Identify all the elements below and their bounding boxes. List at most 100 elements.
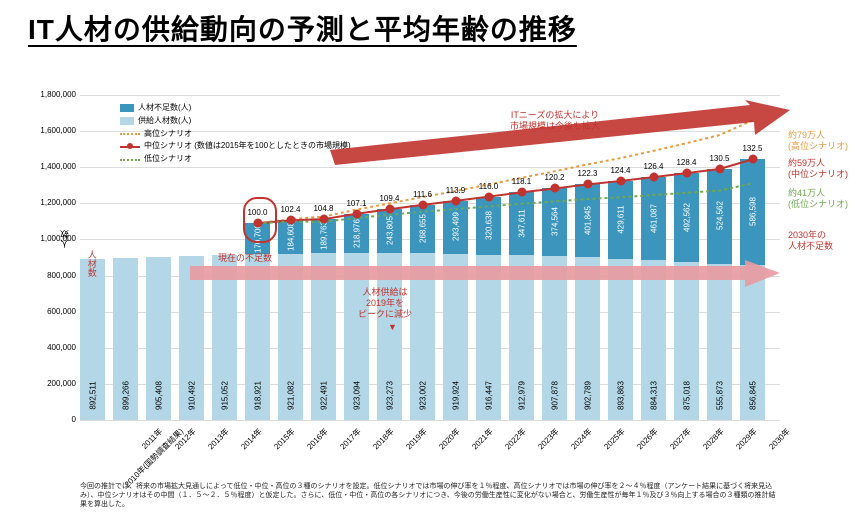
- anno-79: 約79万人 (高位シナリオ): [788, 130, 848, 152]
- index-label: 113.9: [446, 186, 465, 195]
- x-tick-label: 2014年: [239, 426, 265, 452]
- index-label: 122.3: [577, 169, 597, 178]
- bar: 905,408: [146, 257, 171, 420]
- bar: 492,562 875,018: [674, 173, 699, 420]
- shortage-label: 374,564: [550, 207, 559, 236]
- supply-label: 923,002: [418, 381, 427, 410]
- bar: 910,492: [179, 256, 204, 420]
- x-tick-label: 2023年: [536, 426, 562, 452]
- index-label: 111.6: [413, 190, 432, 199]
- legend-label: 低位シナリオ: [144, 153, 192, 166]
- x-tick-label: 2029年: [734, 426, 760, 452]
- x-tick-label: 2013年: [206, 426, 232, 452]
- shortage-label: 401,845: [583, 206, 592, 235]
- x-tick-label: 2022年: [503, 426, 529, 452]
- shortage-label: 243,805: [385, 216, 394, 245]
- x-tick-label: 2018年: [371, 426, 397, 452]
- y-tick: 200,000: [36, 379, 76, 388]
- index-label: 118.1: [512, 177, 531, 186]
- y-tick: 1,800,000: [36, 90, 76, 99]
- index-label: 116.0: [479, 182, 498, 191]
- mid-marker: [286, 216, 295, 225]
- page-title: IT人材の供給動向の予測と平均年齢の推移: [28, 8, 577, 48]
- x-tick-label: 2028年: [701, 426, 727, 452]
- shortage-label: 492,562: [682, 203, 691, 232]
- legend-swatch: [120, 133, 140, 135]
- x-tick-label: 2030年: [767, 426, 793, 452]
- shortage-label: 347,611: [517, 209, 526, 237]
- bar: 320,638916,447: [476, 197, 501, 420]
- legend-label: 高位シナリオ: [144, 128, 192, 141]
- mid-marker: [550, 184, 559, 193]
- x-tick-label: 2025年: [602, 426, 628, 452]
- supply-label: 555,873: [715, 381, 724, 410]
- y-tick: 400,000: [36, 343, 76, 352]
- bar: 892,511: [80, 259, 105, 420]
- y-tick: 1,200,000: [36, 198, 76, 207]
- legend-swatch: [120, 104, 134, 112]
- supply-label: 915,052: [220, 381, 229, 410]
- mid-marker: [385, 205, 394, 214]
- supply-label: 884,313: [649, 381, 658, 410]
- y-tick: 600,000: [36, 307, 76, 316]
- index-label: 128.4: [676, 158, 696, 167]
- index-label: 104.8: [313, 204, 333, 213]
- shortage-label: 184,608: [286, 222, 295, 251]
- mid-marker: [451, 196, 460, 205]
- bar: 347,611 912,979: [509, 192, 534, 420]
- bar: 293,499919,924: [443, 201, 468, 420]
- supply-label: 921,082: [286, 381, 295, 410]
- y-tick: 0: [36, 415, 76, 424]
- bar: 374,564907,878: [542, 188, 567, 420]
- anno-59: 約59万人 (中位シナリオ): [788, 158, 848, 180]
- supply-label: 916,447: [484, 381, 493, 410]
- supply-label: 856,845: [748, 381, 757, 410]
- bar: 899,266: [113, 258, 138, 420]
- index-label: 120.2: [544, 173, 564, 182]
- mid-marker: [319, 215, 328, 224]
- supply-label: 902,789: [583, 381, 592, 410]
- supply-label: 893,863: [616, 381, 625, 410]
- x-tick-label: 2020年: [437, 426, 463, 452]
- supply-label: 899,266: [121, 381, 130, 410]
- index-label: 109.4: [379, 194, 399, 203]
- mid-marker: [418, 200, 427, 209]
- legend-swatch: [120, 117, 134, 125]
- mid-marker: [352, 209, 361, 218]
- shortage-label: 524,562: [715, 201, 724, 230]
- legend-label: 供給人材数(人): [138, 115, 191, 128]
- footnote: 今回の推計では、将来の市場拡大見通しによって低位・中位・高位の３種のシナリオを設…: [80, 482, 780, 509]
- mid-marker: [484, 192, 493, 201]
- supply-label: 875,018: [682, 381, 691, 410]
- shortage-label: 586,598: [748, 197, 757, 226]
- supply-label: 922,491: [319, 381, 328, 410]
- shortage-label: 293,499: [451, 212, 460, 241]
- mid-marker: [649, 173, 658, 182]
- y-tick: 1,600,000: [36, 126, 76, 135]
- bar: 461,087884,313: [641, 177, 666, 420]
- anno-peak-tri: ▼: [388, 322, 397, 333]
- mid-marker: [616, 177, 625, 186]
- legend-row: 人材不足数(人): [120, 102, 351, 115]
- y-tick: 1,400,000: [36, 162, 76, 171]
- supply-label: 910,492: [187, 381, 196, 410]
- index-label: 126.4: [643, 162, 663, 171]
- bar: 429,611893,863: [608, 181, 633, 420]
- supply-label: 918,921: [253, 381, 262, 410]
- highlight-2015-shortage: [243, 197, 277, 243]
- supply-label: 912,979: [517, 381, 526, 410]
- legend: 人材不足数(人)供給人材数(人)高位シナリオ中位シナリオ (数値は2015年を1…: [120, 102, 351, 166]
- legend-row: 中位シナリオ (数値は2015年を100としたときの市場規模): [120, 140, 351, 153]
- x-tick-label: 2027年: [668, 426, 694, 452]
- supply-label: 905,408: [154, 381, 163, 410]
- legend-row: 高位シナリオ: [120, 128, 351, 141]
- mid-marker: [517, 188, 526, 197]
- legend-label: 中位シナリオ (数値は2015年を100としたときの市場規模): [144, 140, 351, 153]
- index-label: 130.5: [709, 154, 729, 163]
- legend-row: 供給人材数(人): [120, 115, 351, 128]
- x-tick-label: 2019年: [404, 426, 430, 452]
- gridline: [80, 420, 780, 421]
- legend-swatch: [120, 159, 140, 161]
- mid-marker: [715, 164, 724, 173]
- shortage-label: 218,976: [352, 219, 361, 248]
